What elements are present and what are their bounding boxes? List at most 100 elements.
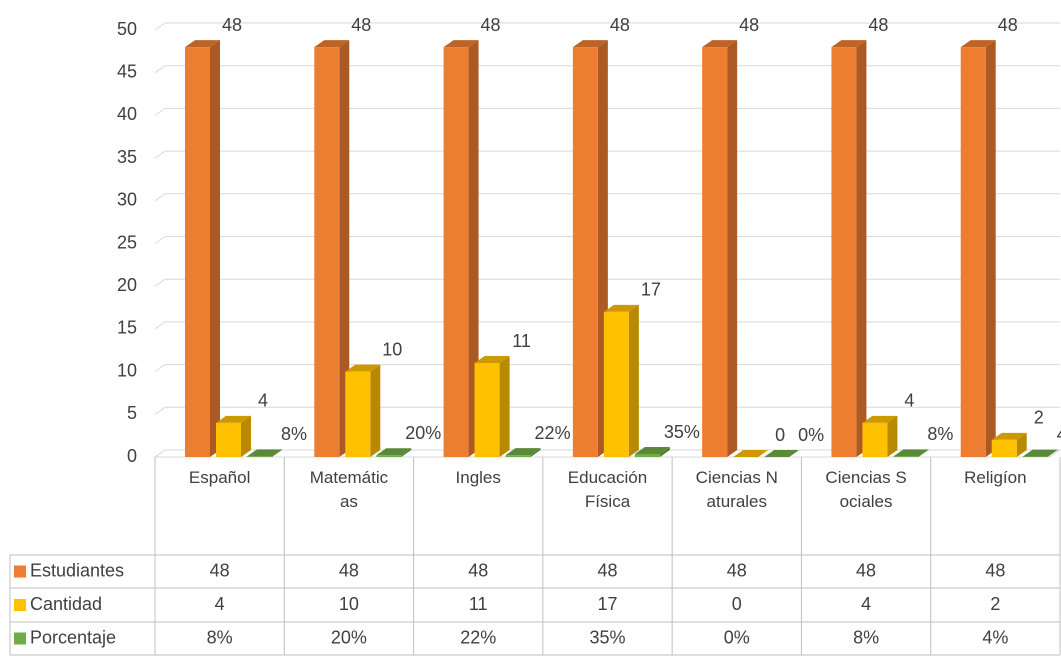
x-tick-label: Matemáticas	[309, 468, 389, 511]
bar-top	[185, 40, 220, 48]
x-tick-label: Religíon	[964, 468, 1027, 487]
table-cell: 48	[597, 560, 617, 580]
bar	[831, 40, 867, 457]
legend-label: Estudiantes	[30, 560, 124, 580]
bar-side	[339, 40, 350, 457]
x-tick-label: Ciencias Sociales	[825, 468, 907, 511]
data-label: 8%	[281, 424, 307, 444]
y-tick-label: 25	[117, 232, 137, 252]
table-cell: 48	[339, 560, 359, 580]
bar-side	[370, 364, 381, 457]
legend-key	[14, 565, 26, 578]
bar	[991, 432, 1027, 457]
bar	[216, 415, 251, 457]
bar-top	[216, 415, 251, 423]
grid-line	[154, 278, 166, 287]
bar	[572, 40, 608, 457]
bar-side	[241, 415, 251, 457]
bar-front	[702, 47, 728, 457]
data-label: 48	[351, 15, 371, 35]
y-tick-label: 50	[117, 19, 137, 39]
y-tick-label: 15	[117, 318, 137, 338]
bar-top	[862, 415, 898, 423]
bar-front	[505, 455, 531, 457]
table-cell: 48	[727, 560, 747, 580]
y-tick-label: 40	[117, 104, 137, 124]
bar-front	[474, 363, 500, 457]
bar	[505, 448, 541, 457]
y-tick-label: 30	[117, 190, 137, 210]
table-cell: 8%	[853, 627, 879, 647]
bar-side	[401, 448, 412, 457]
table-cell: 10	[339, 594, 359, 614]
table-cell: 8%	[207, 627, 233, 647]
data-label: 48	[222, 15, 242, 35]
grid-line	[154, 364, 166, 373]
bar	[185, 40, 220, 457]
data-label: 48	[868, 15, 888, 35]
bar-top	[1022, 449, 1058, 457]
table-cell: 20%	[331, 627, 367, 647]
bar-front	[314, 47, 340, 457]
bar-side	[918, 449, 929, 457]
table-cell: 2	[990, 594, 1000, 614]
data-label: 35%	[664, 422, 700, 442]
grid-line	[154, 236, 166, 244]
bar	[1022, 449, 1058, 457]
bar	[443, 40, 479, 457]
bar-front	[831, 47, 857, 457]
bar-top	[572, 40, 608, 48]
bar-side	[499, 356, 510, 457]
bar-top	[474, 356, 510, 364]
bar-top	[960, 40, 996, 48]
bar-top	[376, 448, 412, 456]
data-label: 48	[739, 15, 759, 35]
bar	[634, 447, 670, 457]
bar	[603, 304, 639, 457]
bar	[764, 450, 800, 457]
data-label: 48	[481, 15, 501, 35]
y-tick-label: 5	[127, 403, 137, 423]
y-tick-label: 0	[127, 446, 137, 466]
bar-front	[185, 47, 210, 457]
bar	[702, 40, 738, 457]
bar-front	[345, 371, 371, 457]
bar-front	[216, 422, 241, 457]
y-tick-label: 35	[117, 147, 137, 167]
bar-top	[991, 432, 1027, 440]
bar	[960, 40, 996, 457]
data-label: 4%	[1057, 424, 1061, 444]
bar-top	[831, 40, 867, 48]
bar-front	[603, 311, 629, 457]
table-cell: 48	[210, 560, 230, 580]
y-tick-label: 45	[117, 61, 137, 81]
x-tick-label: Ingles	[455, 468, 501, 487]
grid-line	[154, 321, 166, 330]
bar-side	[659, 447, 670, 457]
bar	[376, 448, 412, 457]
legend-key	[14, 599, 26, 611]
bar-top	[314, 40, 350, 48]
data-label: 0%	[798, 425, 824, 445]
bar	[893, 449, 929, 457]
bar-top	[345, 364, 381, 372]
bar	[314, 40, 350, 457]
data-label: 4	[904, 391, 914, 411]
grid-line	[154, 406, 166, 415]
bar-side	[210, 40, 220, 457]
bar-side	[1016, 432, 1027, 457]
table-cell: 0%	[724, 627, 750, 647]
table-cell: 4%	[982, 627, 1008, 647]
bar-side	[887, 415, 898, 457]
bar-front	[376, 455, 402, 457]
bar	[733, 450, 769, 457]
table-cell: 48	[856, 560, 876, 580]
data-label: 48	[610, 15, 630, 35]
bar-front	[443, 47, 469, 457]
data-label: 48	[998, 15, 1018, 35]
x-tick-label: Español	[188, 468, 251, 487]
table-cell: 4	[215, 594, 225, 614]
bar	[474, 356, 510, 457]
